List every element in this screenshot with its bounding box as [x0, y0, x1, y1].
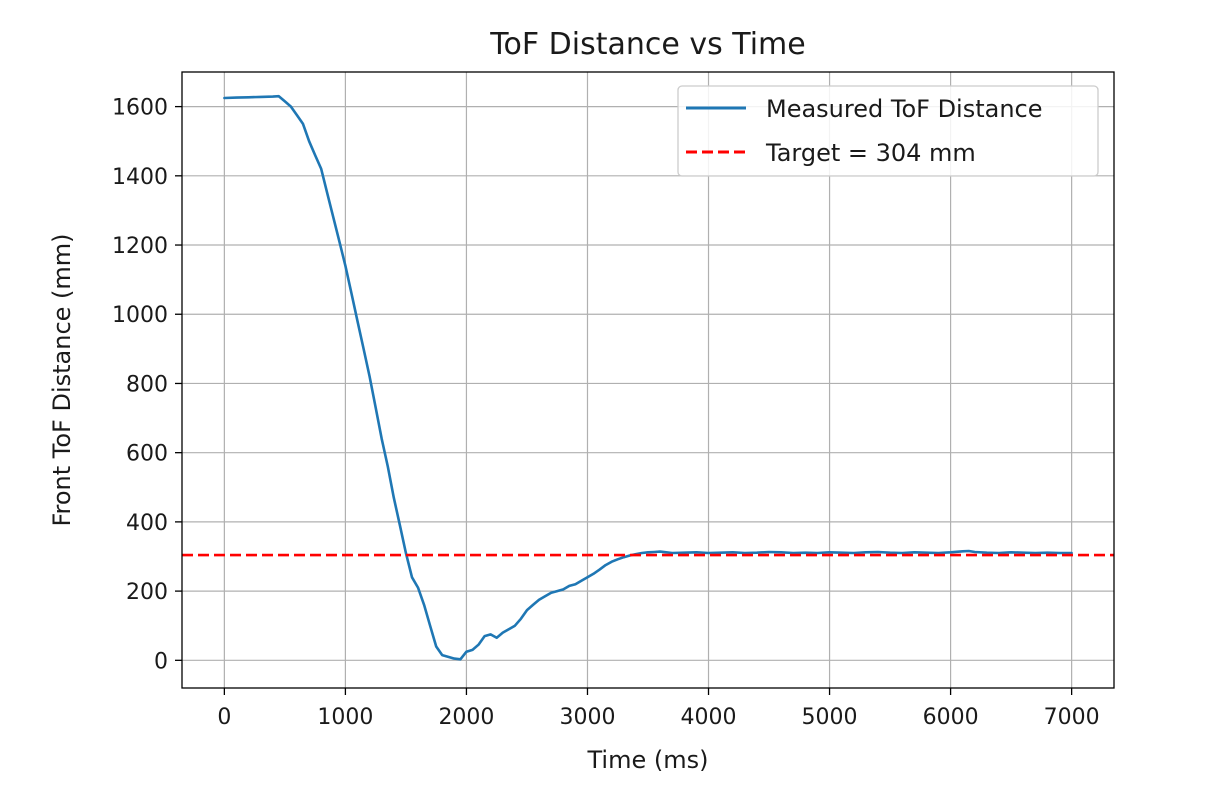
y-tick-label: 1400	[112, 165, 168, 190]
x-tick-label: 0	[217, 705, 231, 730]
plot-area-frame	[181, 71, 1115, 689]
legend-box	[677, 85, 1099, 177]
x-tick-label: 1000	[317, 705, 373, 730]
x-axis-label: Time (ms)	[587, 746, 709, 774]
x-tick-label: 3000	[559, 705, 615, 730]
y-tick-label: 600	[126, 442, 168, 467]
y-tick-label: 1200	[112, 234, 168, 259]
x-tick-label: 2000	[438, 705, 494, 730]
chart-title: ToF Distance vs Time	[489, 27, 805, 62]
y-tick-label: 200	[126, 580, 168, 605]
y-tick-label: 0	[154, 649, 168, 674]
legend: Measured ToF Distance Target = 304 mm	[677, 85, 1099, 177]
x-tick-label: 6000	[923, 705, 979, 730]
y-tick-label: 400	[126, 511, 168, 536]
y-tick-label: 1600	[112, 96, 168, 121]
x-tick-label: 4000	[681, 705, 737, 730]
legend-label-measured: Measured ToF Distance	[766, 95, 1043, 123]
y-tick-label: 1000	[112, 303, 168, 328]
x-axis: 0 1000 2000 3000 4000 5000 6000 7000	[217, 688, 1100, 730]
series-line-measured-tof-distance	[223, 94, 1073, 661]
legend-label-target: Target = 304 mm	[765, 139, 976, 167]
plot-lines	[182, 94, 1114, 661]
y-tick-label: 800	[126, 372, 168, 397]
y-axis-label: Front ToF Distance (mm)	[48, 233, 76, 526]
x-tick-label: 5000	[802, 705, 858, 730]
x-tick-label: 7000	[1044, 705, 1100, 730]
y-axis: 0 200 400 600 800 1000 1200 1400 1600	[112, 96, 182, 674]
